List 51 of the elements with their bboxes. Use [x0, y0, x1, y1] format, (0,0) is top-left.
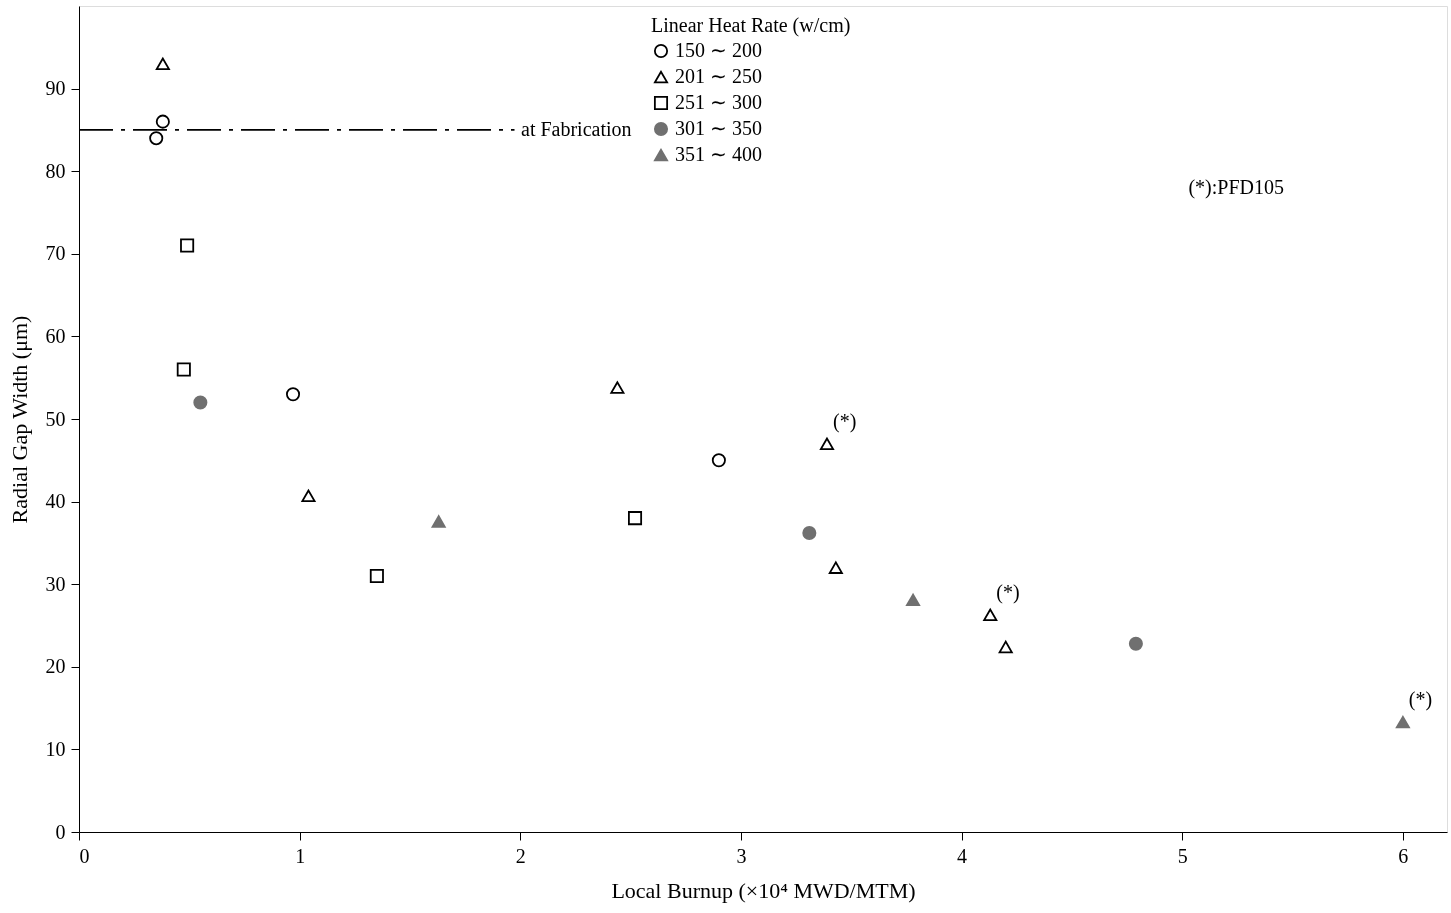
x-tick-label: 4: [957, 844, 968, 867]
y-tick-label: 60: [45, 324, 66, 347]
point: [155, 114, 170, 129]
y-tick-label: 10: [45, 737, 66, 760]
legend-label: 201 ∼ 250: [675, 65, 762, 87]
point: [819, 437, 835, 450]
point: [998, 640, 1013, 654]
y-tick-label: 80: [45, 159, 66, 182]
legend-label: 150 ∼ 200: [675, 39, 762, 61]
point: [286, 387, 301, 402]
point: [149, 131, 164, 146]
legend-title: Linear Heat Rate (w/cm): [651, 14, 851, 37]
y-tick-label: 50: [45, 407, 66, 430]
x-tick-label: 2: [515, 844, 526, 867]
legend-label: 251 ∼ 300: [675, 91, 762, 113]
x-tick-label: 6: [1398, 844, 1409, 867]
point: [610, 381, 625, 394]
point: [176, 362, 191, 377]
point: [369, 568, 384, 583]
x-tick-label: 5: [1177, 844, 1188, 867]
y-tick-label: 90: [45, 77, 66, 100]
x-axis-title: Local Burnup (×10⁴ MWD/MTM): [611, 877, 916, 903]
x-tick-label: 3: [736, 844, 747, 867]
x-tick-label: 0: [79, 844, 90, 867]
annotation: (*): [996, 580, 1020, 604]
y-tick-label: 70: [45, 242, 66, 265]
point: [193, 395, 208, 410]
point: [828, 561, 843, 574]
point: [431, 515, 446, 528]
y-tick-label: 0: [55, 820, 66, 843]
point: [802, 525, 817, 540]
y-axis-title: Radial Gap Width (μm): [6, 315, 32, 524]
x-tick-label: 1: [295, 844, 306, 867]
annotation: (*): [832, 409, 857, 433]
legend-label: 301 ∼ 350: [675, 117, 762, 139]
y-tick-label: 30: [45, 572, 66, 595]
annotation: (*): [1408, 688, 1433, 712]
point: [906, 593, 921, 607]
ref-line-label: at Fabrication: [521, 117, 632, 140]
point: [1395, 715, 1410, 729]
y-tick-label: 40: [45, 490, 66, 513]
annotation: (*):PFD105: [1188, 175, 1284, 199]
point: [983, 608, 998, 621]
point: [711, 453, 726, 468]
point: [155, 57, 170, 71]
point: [301, 489, 316, 503]
point: [180, 238, 195, 253]
y-tick-label: 20: [45, 655, 66, 678]
point: [1128, 636, 1143, 651]
legend-label: 351 ∼ 400: [675, 143, 762, 165]
point: [628, 511, 643, 526]
